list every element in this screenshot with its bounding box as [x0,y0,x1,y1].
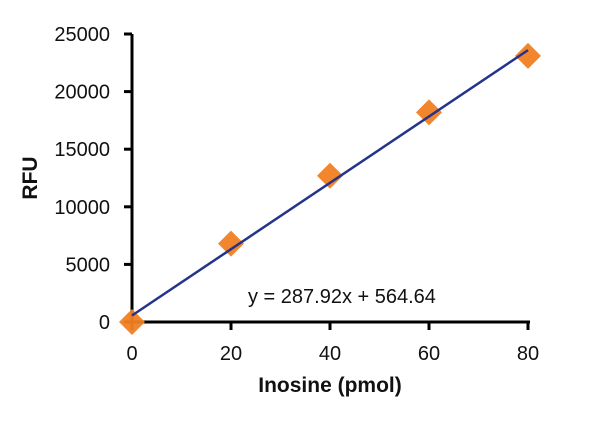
y-tick-label: 15000 [54,139,110,161]
x-tick-label: 20 [220,343,242,365]
y-tick-label: 5000 [66,254,111,276]
x-tick-label: 40 [319,343,341,365]
data-point [119,309,145,335]
x-tick-label: 0 [126,343,137,365]
y-tick-label: 20000 [54,82,110,104]
x-axis-label: Inosine (pmol) [258,374,402,397]
y-tick-label: 25000 [54,24,110,46]
trendline [131,49,529,317]
y-tick-label: 10000 [54,197,110,219]
data-point [515,42,541,69]
x-tick-label: 80 [517,343,539,365]
trendline-equation: y = 287.92x + 564.64 [248,286,436,308]
y-tick-label: 0 [99,312,110,334]
data-point [317,162,343,189]
y-axis-label: RFU [19,156,42,199]
data-point [416,99,442,126]
x-tick-label: 60 [418,343,440,365]
data-point [218,230,244,257]
